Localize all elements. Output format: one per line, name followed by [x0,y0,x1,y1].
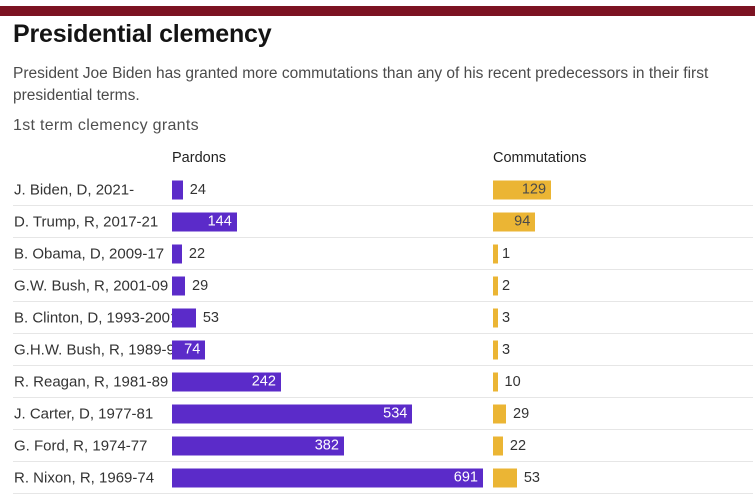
row-label: G.W. Bush, R, 2001-09 [14,277,169,294]
bar-value-label: 53 [202,309,219,326]
pardons-bar: 382 [172,436,344,455]
bar-value-label: 22 [509,437,527,454]
chart-row: D. Trump, R, 2017-21 144 94 [13,206,753,238]
commutations-bar: 94 [493,212,536,231]
chart-row: R. Reagan, R, 1981-89 242 10 [13,366,753,398]
bar-value-label: 3 [502,341,511,358]
clemency-chart: Pardons Commutations J. Biden, D, 2021- 2… [13,148,753,494]
bar-value-label: 29 [513,405,530,422]
column-headers: Pardons Commutations [13,148,753,174]
row-label: B. Clinton, D, 1993-2001 [14,309,179,326]
bar-value-label: 1 [502,245,511,262]
pardons-bar [172,244,182,263]
chart-row: G.H.W. Bush, R, 1989-93 74 3 [13,334,753,366]
pardons-bar: 534 [172,404,413,423]
bar-value-label: 22 [188,245,206,262]
chart-row: R. Nixon, R, 1969-74 691 53 [13,462,753,494]
commutations-column-header: Commutations [493,150,587,166]
bar-value-label: 10 [504,373,521,390]
row-label: D. Trump, R, 2017-21 [14,213,159,230]
pardons-bar: 144 [172,212,237,231]
row-label: J. Biden, D, 2021- [14,181,135,198]
pardons-column-header: Pardons [172,150,227,166]
row-label: G.H.W. Bush, R, 1989-93 [14,341,184,358]
row-label: J. Carter, D, 1977-81 [14,405,154,422]
commutations-bar [493,436,503,455]
pardons-bar [172,308,196,327]
pardons-bar: 242 [172,372,281,391]
chart-row: J. Biden, D, 2021- 24 129 [13,174,753,206]
bar-value-label: 24 [189,181,206,198]
commutations-bar: 129 [493,180,552,199]
bar-value-label: 2 [502,277,511,294]
row-label: R. Reagan, R, 1981-89 [14,373,169,390]
top-accent-bar [0,6,755,16]
bar-value-label: 29 [192,277,209,294]
commutations-bar [493,276,498,295]
pardons-bar: 74 [172,340,206,359]
row-label: G. Ford, R, 1974-77 [14,437,148,454]
commutations-bar [493,372,498,391]
chart-row: G.W. Bush, R, 2001-09 29 2 [13,270,753,302]
commutations-bar [493,340,498,359]
chart-row: B. Obama, D, 2009-17 22 1 [13,238,753,270]
chart-rows: J. Biden, D, 2021- 24 129 D. Trump, R, 2017… [13,174,753,494]
row-label: B. Obama, D, 2009-17 [14,245,165,262]
commutations-bar [493,404,507,423]
commutations-bar [493,244,498,263]
commutations-bar [493,308,498,327]
row-label: R. Nixon, R, 1969-74 [14,469,155,486]
bar-value-label: 74 [184,341,201,358]
bar-value-label: 691 [453,469,478,486]
bar-value-label: 129 [521,181,547,198]
section-title: 1st term clemency grants [13,117,199,134]
bar-value-label: 144 [207,213,232,230]
pardons-bar [172,180,183,199]
chart-subtitle: President Joe Biden has granted more com… [13,65,709,104]
bar-value-label: 94 [514,213,531,230]
bar-value-label: 382 [314,437,339,454]
pardons-bar: 691 [172,468,483,487]
bar-value-label: 53 [523,469,540,486]
bar-value-label: 242 [251,373,276,390]
chart-row: J. Carter, D, 1977-81 534 29 [13,398,753,430]
bar-value-label: 3 [502,309,511,326]
pardons-bar [172,276,186,295]
bar-value-label: 534 [383,405,408,422]
chart-row: B. Clinton, D, 1993-2001 53 3 [13,302,753,334]
chart-row: G. Ford, R, 1974-77 382 22 [13,430,753,462]
commutations-bar [493,468,517,487]
page-title: Presidential clemency [13,20,272,48]
